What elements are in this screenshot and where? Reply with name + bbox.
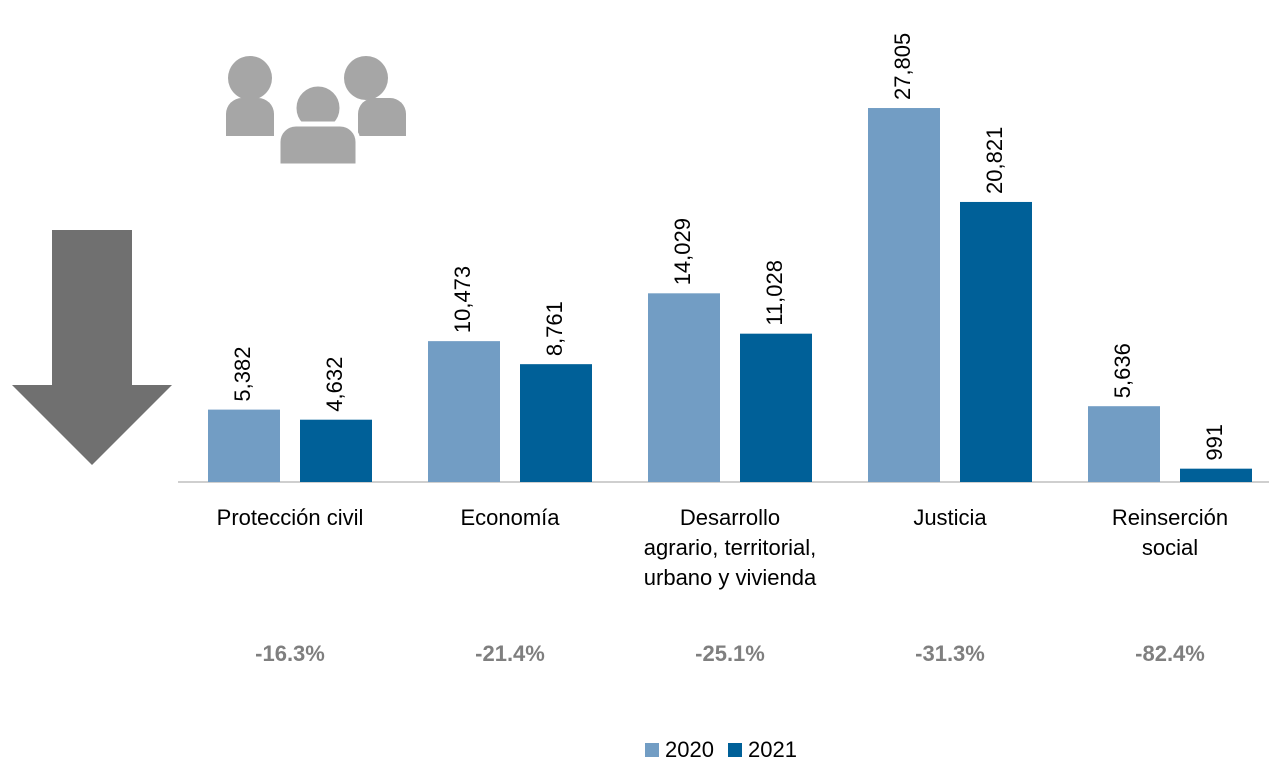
bar: [428, 341, 500, 482]
data-label: 27,805: [890, 33, 915, 100]
bar: [1088, 406, 1160, 482]
down-arrow: [12, 230, 172, 465]
people-icon: [226, 56, 406, 169]
bar: [1180, 468, 1252, 482]
bar: [648, 293, 720, 482]
bar: [520, 364, 592, 482]
x-tick-label: Justicia: [913, 505, 987, 530]
annotation: -16.3%: [255, 641, 325, 666]
legend-swatch: [645, 743, 659, 757]
data-label: 991: [1202, 424, 1227, 461]
annotation: -82.4%: [1135, 641, 1205, 666]
x-tick-label: Protección civil: [216, 505, 364, 530]
data-label: 4,632: [322, 357, 347, 412]
data-label: 5,382: [230, 347, 255, 402]
annotation: -31.3%: [915, 641, 985, 666]
x-tick-label: Economía: [460, 505, 560, 530]
bar: [208, 409, 280, 482]
data-label: 5,636: [1110, 343, 1135, 398]
x-tick-label: Reinserción social: [1111, 505, 1229, 560]
legend-swatch: [728, 743, 742, 757]
bar: [960, 201, 1032, 482]
annotation: -21.4%: [475, 641, 545, 666]
data-label: 11,028: [762, 260, 787, 326]
data-label: 20,821: [982, 127, 1007, 194]
x-tick-label: Desarrollo agrario, territorial, urbano …: [643, 505, 817, 590]
legend-label: 2021: [748, 737, 797, 762]
bar: [300, 419, 372, 482]
data-label: 10,473: [450, 266, 475, 333]
legend-label: 2020: [665, 737, 714, 762]
data-label: 14,029: [670, 218, 695, 285]
bar: [868, 108, 940, 482]
annotation: -25.1%: [695, 641, 765, 666]
bar: [740, 333, 812, 482]
data-label: 8,761: [542, 301, 567, 356]
